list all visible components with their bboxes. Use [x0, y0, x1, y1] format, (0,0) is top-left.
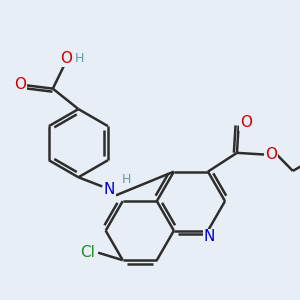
Text: H: H — [74, 52, 84, 65]
Text: O: O — [240, 116, 252, 130]
Text: Cl: Cl — [80, 244, 95, 260]
Text: O: O — [14, 77, 26, 92]
Text: N: N — [103, 182, 115, 197]
Text: O: O — [265, 147, 277, 162]
Text: H: H — [122, 173, 131, 186]
Text: N: N — [204, 229, 215, 244]
Text: O: O — [60, 52, 72, 67]
